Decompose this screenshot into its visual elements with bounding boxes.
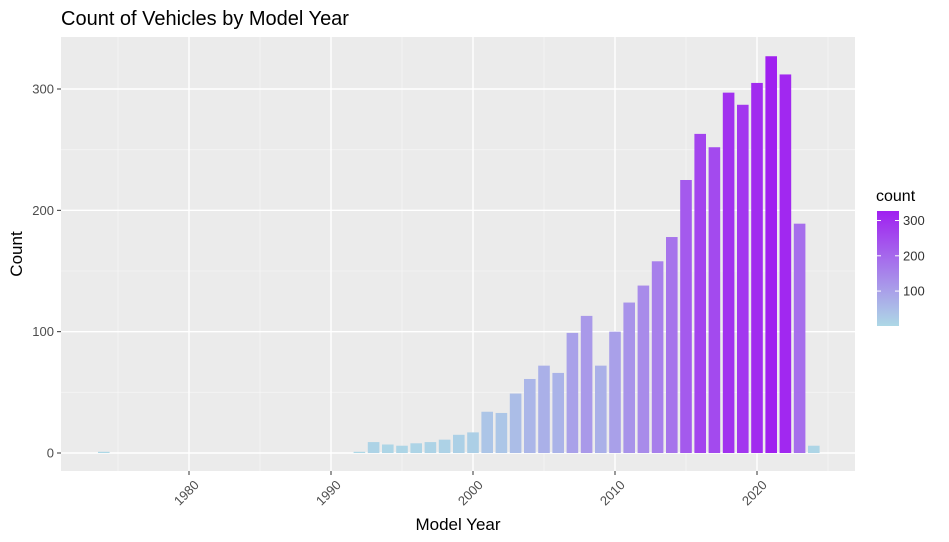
bar-2000 (467, 432, 479, 453)
x-axis-title: Model Year (415, 515, 500, 534)
bar-2023 (793, 223, 806, 453)
bar-1992 (353, 451, 366, 453)
y-axis-title: Count (7, 231, 26, 277)
bar-2003 (509, 393, 522, 453)
chart-title: Count of Vehicles by Model Year (61, 8, 349, 30)
x-axis: 1980 1990 2000 2010 2020 (171, 471, 770, 508)
legend-tick-label: 100 (903, 284, 925, 299)
legend-ticks: 100 200 300 (877, 213, 925, 299)
plot-panel (61, 37, 855, 471)
bar-2021 (765, 56, 777, 454)
y-axis: 0 100 200 300 (32, 82, 61, 461)
bar-2015 (680, 180, 692, 453)
bar-2011 (623, 302, 635, 453)
bar-2024 (808, 445, 820, 453)
bar-2006 (552, 372, 564, 453)
bar-1996 (410, 443, 422, 453)
bar-2008 (580, 315, 593, 453)
y-tick-label: 200 (32, 203, 54, 218)
bar-2019 (737, 104, 749, 454)
legend: count 100 200 300 (876, 188, 925, 326)
bar-2010 (609, 331, 621, 453)
bar-1993 (367, 442, 380, 453)
bar-2002 (495, 412, 508, 453)
bar-1999 (453, 434, 465, 453)
x-tick-label: 2010 (597, 477, 628, 508)
bar-2009 (595, 365, 607, 453)
bar-2017 (708, 147, 721, 454)
bar-1994 (382, 444, 394, 453)
bar-2001 (481, 411, 493, 453)
legend-tick-label: 200 (903, 248, 925, 263)
bar-2018 (722, 92, 735, 453)
bar-1998 (438, 439, 451, 453)
x-tick-label: 1990 (313, 477, 344, 508)
y-tick-label: 300 (32, 82, 54, 97)
legend-tick-label: 300 (903, 213, 925, 228)
bar-1997 (424, 442, 437, 453)
bar-2013 (651, 261, 664, 453)
bar-2014 (666, 237, 678, 453)
legend-colorbar (877, 211, 899, 326)
bar-1974 (98, 451, 110, 453)
bar-2020 (751, 82, 763, 453)
x-tick-label: 2000 (455, 477, 486, 508)
legend-title: count (876, 188, 916, 205)
bar-2005 (538, 365, 550, 453)
y-tick-label: 0 (47, 446, 54, 461)
bar-1995 (396, 445, 408, 453)
bar-2004 (524, 378, 536, 453)
x-tick-label: 2020 (739, 477, 770, 508)
bar-2012 (637, 285, 650, 453)
bar-2007 (566, 332, 579, 453)
bars (98, 56, 820, 454)
bar-2016 (694, 133, 706, 454)
bar-2022 (779, 74, 792, 453)
y-tick-label: 100 (32, 324, 54, 339)
x-tick-label: 1980 (171, 477, 202, 508)
